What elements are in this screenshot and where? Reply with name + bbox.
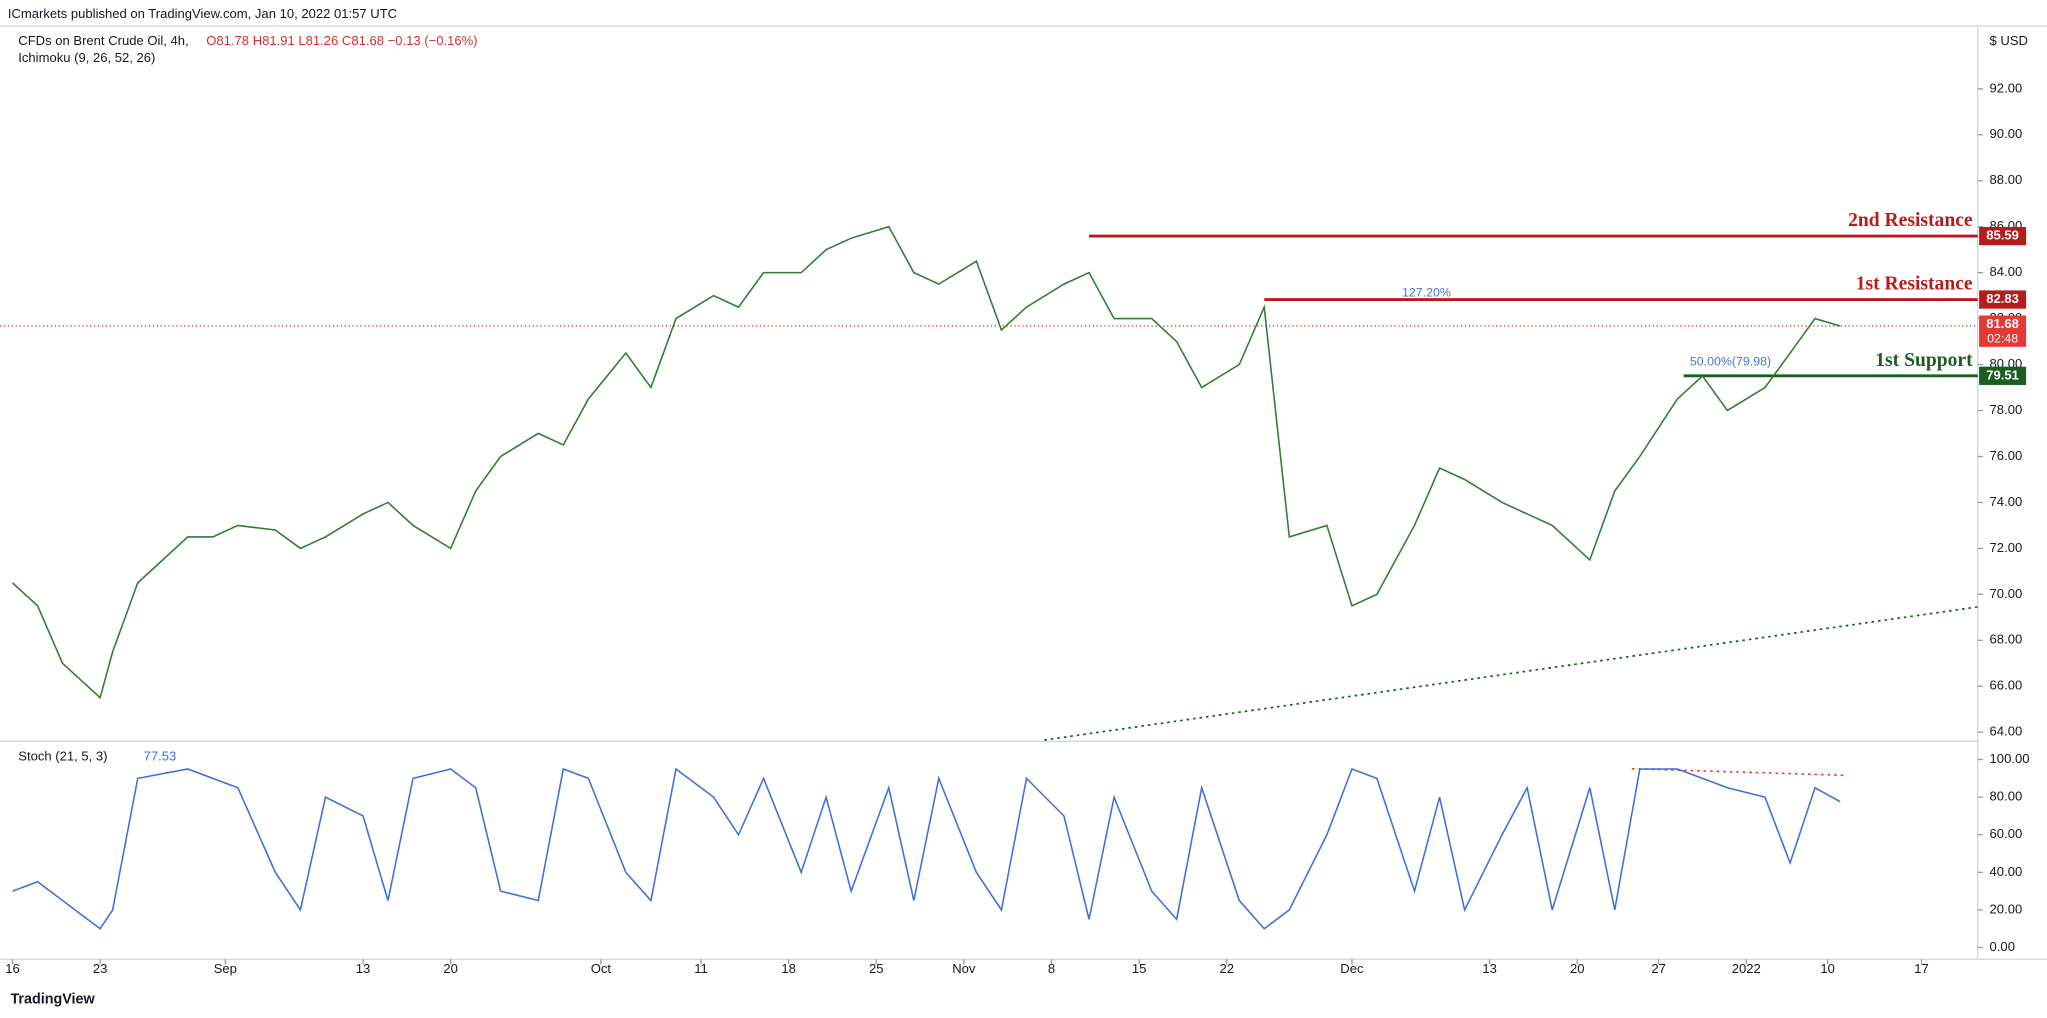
level-label: 1st Resistance: [1856, 274, 1973, 295]
publisher: ICmarkets published on TradingView.com, …: [8, 6, 397, 21]
last-price-box: [1979, 315, 2027, 347]
level-price-box: [1979, 366, 2027, 385]
countdown: 02:48: [1987, 331, 2018, 345]
y-tick-label: 78.00: [1990, 402, 2023, 417]
x-tick-label: 15: [1132, 961, 1147, 976]
y-tick-label: 66.00: [1990, 678, 2023, 693]
x-tick-label: 22: [1219, 961, 1234, 976]
y-tick-label: 0.00: [1990, 939, 2015, 954]
x-tick-label: 20: [1570, 961, 1585, 976]
y-tick-label: 68.00: [1990, 632, 2023, 647]
level-label: 1st Support: [1875, 350, 1973, 371]
y-tick-label: 70.00: [1990, 586, 2023, 601]
stoch-name: Stoch (21, 5, 3): [18, 748, 107, 763]
y-tick-label: 74.00: [1990, 494, 2023, 509]
y-tick-label: 100.00: [1990, 751, 2030, 766]
x-tick-label: Dec: [1340, 961, 1364, 976]
y-tick-label: 20.00: [1990, 901, 2023, 916]
y-tick-label: 76.00: [1990, 448, 2023, 463]
y-tick-label: 80.00: [1990, 789, 2023, 804]
x-tick-label: 17: [1914, 961, 1929, 976]
level-price: 79.51: [1986, 367, 2019, 382]
x-tick-label: Sep: [214, 961, 237, 976]
y-tick-label: 40.00: [1990, 864, 2023, 879]
x-tick-label: 10: [1820, 961, 1835, 976]
x-tick-label: 23: [93, 961, 108, 976]
x-tick-label: 16: [5, 961, 20, 976]
symbol: CFDs on Brent Crude Oil, 4h,: [18, 33, 188, 48]
indicator: Ichimoku (9, 26, 52, 26): [18, 50, 155, 65]
x-tick-label: 2022: [1732, 961, 1761, 976]
x-tick-label: 13: [1482, 961, 1497, 976]
trend-line: [1044, 606, 1978, 741]
x-tick-label: 13: [356, 961, 371, 976]
annotation: 50.00%(79.98): [1690, 355, 1771, 369]
y-tick-label: 72.00: [1990, 540, 2023, 555]
currency: $ USD: [1990, 33, 2028, 48]
level-price: 82.83: [1986, 291, 2019, 306]
level-price: 85.59: [1986, 228, 2019, 243]
x-tick-label: 20: [443, 961, 458, 976]
x-tick-label: Nov: [952, 961, 976, 976]
y-tick-label: 92.00: [1990, 80, 2023, 95]
x-tick-label: 18: [781, 961, 796, 976]
stoch-last: 77.53: [144, 748, 177, 763]
last-price: 81.68: [1986, 316, 2019, 331]
y-tick-label: 64.00: [1990, 724, 2023, 739]
footer: TradingView: [10, 992, 95, 1008]
y-tick-label: 90.00: [1990, 126, 2023, 141]
x-tick-label: 27: [1651, 961, 1666, 976]
y-tick-label: 60.00: [1990, 826, 2023, 841]
x-tick-label: Oct: [591, 961, 612, 976]
level-label: 2nd Resistance: [1848, 210, 1973, 231]
x-tick-label: 25: [869, 961, 884, 976]
x-tick-label: 8: [1048, 961, 1055, 976]
annotation: 127.20%: [1402, 286, 1451, 300]
stoch-trend-line: [1631, 767, 1844, 777]
y-tick-label: 88.00: [1990, 172, 2023, 187]
series-line: [12, 767, 1841, 930]
level-price-box: [1979, 226, 2027, 246]
level-price-box: [1979, 290, 2027, 309]
y-tick-label: 84.00: [1990, 264, 2023, 279]
x-tick-label: 11: [694, 961, 708, 976]
ohlc: O81.78 H81.91 L81.26 C81.68 −0.13 (−0.16…: [206, 33, 477, 48]
series-line: [12, 225, 1841, 700]
